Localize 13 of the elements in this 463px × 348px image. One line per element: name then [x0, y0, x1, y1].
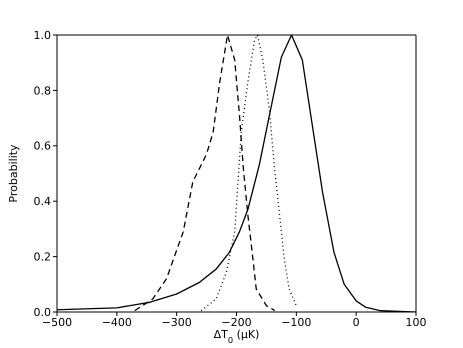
x-tick-label: −200 — [221, 316, 252, 329]
y-tick-label: 0.2 — [34, 250, 51, 264]
x-tick-label: 0 — [352, 316, 360, 329]
x-tick-label: 100 — [406, 316, 426, 329]
y-tick-label: 0.6 — [34, 140, 51, 153]
x-tick-label: −300 — [162, 316, 192, 329]
y-tick-label: 0.8 — [34, 84, 51, 98]
x-tick-label: −100 — [281, 316, 312, 329]
y-tick-label: 0.4 — [34, 195, 51, 208]
x-tick-label: −400 — [102, 316, 132, 329]
x-axis-title: ΔT$_{0}$ (μK) — [214, 328, 260, 345]
y-tick-label: 1.0 — [34, 28, 51, 42]
y-axis-title: Probability — [6, 144, 20, 203]
